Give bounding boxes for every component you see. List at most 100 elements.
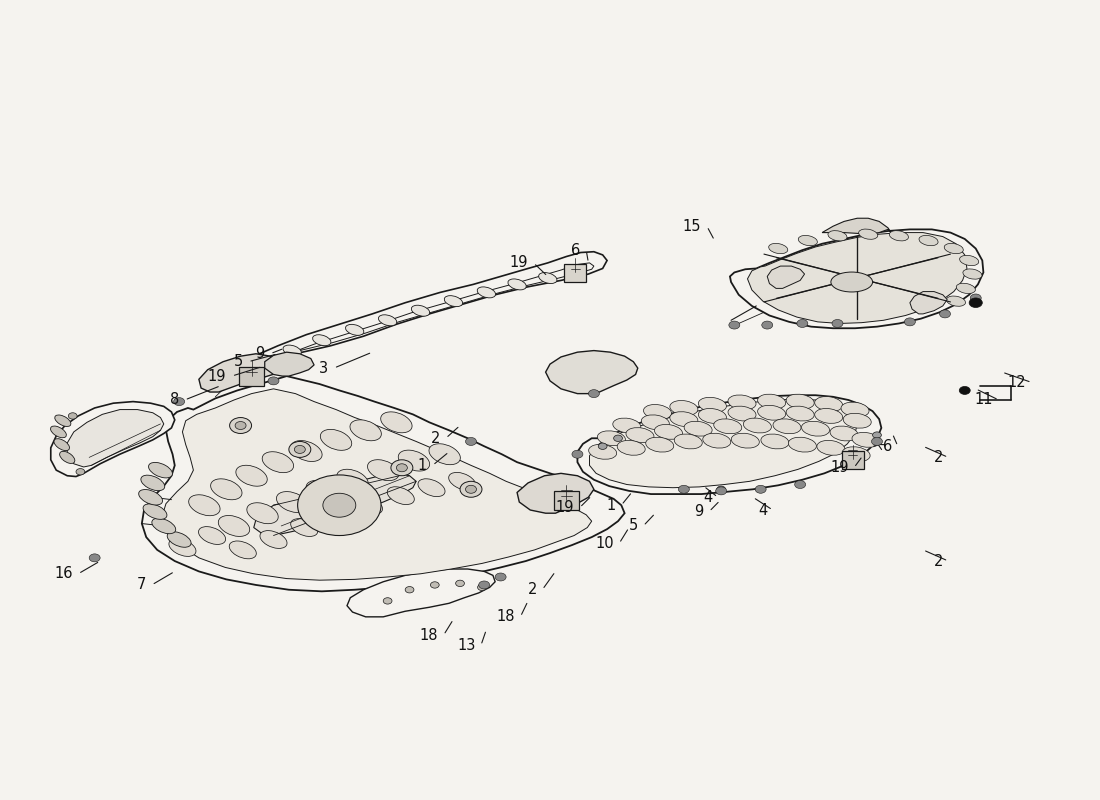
Polygon shape: [265, 352, 315, 376]
Ellipse shape: [918, 235, 938, 246]
Ellipse shape: [956, 283, 976, 294]
Polygon shape: [590, 399, 857, 488]
Ellipse shape: [962, 269, 982, 279]
Circle shape: [832, 319, 843, 327]
Ellipse shape: [946, 296, 966, 306]
Ellipse shape: [246, 502, 278, 524]
Ellipse shape: [411, 306, 430, 316]
Circle shape: [794, 481, 805, 489]
Circle shape: [796, 319, 807, 327]
Ellipse shape: [398, 450, 430, 471]
Ellipse shape: [143, 504, 167, 519]
Ellipse shape: [674, 434, 702, 449]
Ellipse shape: [218, 515, 250, 537]
Text: 10: 10: [595, 536, 614, 551]
Ellipse shape: [703, 434, 730, 448]
Ellipse shape: [337, 470, 368, 490]
Text: 11: 11: [975, 393, 993, 407]
Polygon shape: [254, 474, 416, 535]
Ellipse shape: [597, 431, 626, 446]
Ellipse shape: [429, 444, 461, 465]
Text: 18: 18: [496, 610, 515, 624]
Circle shape: [289, 442, 311, 458]
Text: 4: 4: [703, 490, 713, 505]
Ellipse shape: [198, 526, 226, 545]
Ellipse shape: [641, 415, 669, 430]
Circle shape: [716, 487, 727, 495]
Polygon shape: [162, 389, 592, 580]
Circle shape: [959, 386, 970, 394]
Ellipse shape: [815, 409, 843, 423]
Circle shape: [970, 294, 981, 302]
Ellipse shape: [367, 460, 399, 481]
Circle shape: [465, 438, 476, 446]
Circle shape: [295, 446, 306, 454]
Ellipse shape: [859, 229, 878, 239]
Ellipse shape: [830, 272, 872, 292]
Circle shape: [460, 482, 482, 498]
Circle shape: [268, 377, 279, 385]
Ellipse shape: [842, 402, 869, 417]
Ellipse shape: [698, 398, 726, 412]
Text: 2: 2: [528, 582, 537, 598]
Ellipse shape: [799, 235, 817, 246]
Text: 12: 12: [1008, 375, 1026, 390]
Ellipse shape: [141, 475, 165, 490]
Polygon shape: [910, 291, 947, 314]
Ellipse shape: [152, 518, 176, 534]
Ellipse shape: [312, 334, 331, 346]
FancyBboxPatch shape: [842, 451, 864, 469]
Circle shape: [390, 460, 412, 476]
Ellipse shape: [959, 255, 979, 266]
Circle shape: [230, 418, 252, 434]
Polygon shape: [578, 395, 881, 494]
Ellipse shape: [786, 406, 814, 421]
Ellipse shape: [817, 441, 845, 455]
Ellipse shape: [55, 415, 70, 426]
Circle shape: [679, 486, 690, 494]
Ellipse shape: [139, 490, 163, 505]
Ellipse shape: [444, 296, 463, 306]
Circle shape: [572, 450, 583, 458]
Ellipse shape: [508, 279, 526, 290]
Polygon shape: [748, 233, 967, 323]
Circle shape: [872, 432, 881, 438]
Polygon shape: [199, 354, 285, 392]
Text: 2: 2: [431, 430, 440, 446]
Ellipse shape: [148, 462, 173, 478]
Ellipse shape: [189, 494, 220, 516]
Text: 1: 1: [418, 458, 427, 473]
Ellipse shape: [235, 466, 267, 486]
Text: 16: 16: [54, 566, 73, 582]
Text: 19: 19: [509, 255, 528, 270]
Ellipse shape: [830, 426, 858, 441]
Circle shape: [455, 580, 464, 586]
Polygon shape: [241, 252, 607, 373]
Ellipse shape: [418, 478, 446, 497]
Polygon shape: [142, 376, 625, 591]
Text: 13: 13: [456, 638, 475, 653]
Text: 2: 2: [934, 554, 943, 569]
Ellipse shape: [229, 541, 256, 558]
Circle shape: [495, 573, 506, 581]
Polygon shape: [67, 410, 164, 467]
Ellipse shape: [617, 441, 646, 455]
Ellipse shape: [698, 409, 726, 423]
Ellipse shape: [758, 394, 785, 409]
Ellipse shape: [732, 434, 759, 448]
Ellipse shape: [890, 230, 909, 241]
Circle shape: [174, 398, 185, 406]
Ellipse shape: [802, 422, 829, 436]
Ellipse shape: [169, 538, 196, 556]
Circle shape: [383, 598, 392, 604]
Circle shape: [478, 581, 490, 589]
Ellipse shape: [852, 433, 880, 447]
Ellipse shape: [789, 438, 816, 452]
Ellipse shape: [51, 426, 66, 438]
Ellipse shape: [769, 243, 788, 254]
Ellipse shape: [283, 345, 301, 356]
Ellipse shape: [761, 434, 789, 449]
Text: 18: 18: [419, 628, 438, 642]
Text: 19: 19: [829, 460, 848, 475]
Text: 6: 6: [883, 438, 892, 454]
